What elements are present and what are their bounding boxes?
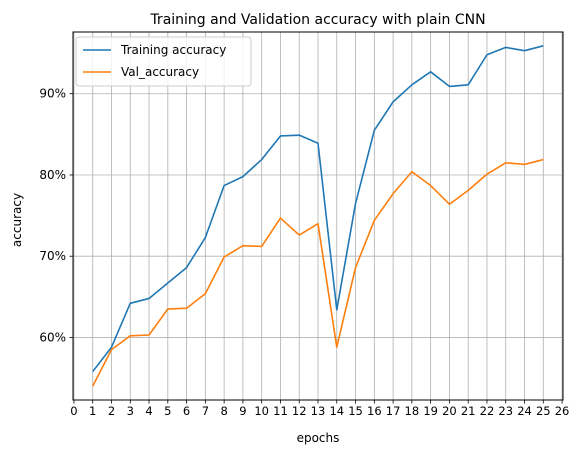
x-tick-label: 6 (183, 404, 190, 418)
chart-title: Training and Validation accuracy with pl… (149, 12, 485, 28)
x-tick-label: 1 (89, 404, 96, 418)
legend-label-training: Training accuracy (120, 43, 226, 57)
y-tick-label: 60% (39, 330, 66, 344)
x-tick-label: 12 (292, 404, 307, 418)
x-tick-label: 8 (220, 404, 227, 418)
x-tick-label: 21 (461, 404, 476, 418)
x-tick-label: 5 (164, 404, 171, 418)
x-tick-label: 10 (254, 404, 269, 418)
x-tick-label: 13 (311, 404, 326, 418)
x-tick-label: 2 (108, 404, 115, 418)
x-tick-label: 16 (367, 404, 382, 418)
x-tick-label: 15 (348, 404, 363, 418)
x-tick-label: 24 (517, 404, 532, 418)
legend-label-val: Val_accuracy (121, 65, 199, 79)
training-accuracy-line (92, 45, 544, 373)
legend: Training accuracy Val_accuracy (75, 36, 252, 87)
series-lines (91, 45, 544, 387)
x-tick-label: 7 (202, 404, 209, 418)
x-tick-label: 3 (127, 404, 134, 418)
x-tick-label: 17 (386, 404, 401, 418)
x-tick-label: 18 (405, 404, 420, 418)
y-axis-label: accuracy (10, 193, 24, 247)
legend-box (75, 36, 252, 87)
x-tick-label: 25 (536, 404, 551, 418)
axis-ticks: 0 1 2 3 4 5 6 7 8 9 10 11 12 13 14 15 16 17 18 19 20 21 22 23 24… (39, 87, 569, 418)
x-tick-label: 14 (329, 404, 344, 418)
x-tick-label: 19 (423, 404, 438, 418)
x-tick-label: 20 (442, 404, 457, 418)
grid-lines (73, 32, 563, 400)
x-tick-label: 22 (480, 404, 495, 418)
x-tick-label: 9 (239, 404, 246, 418)
x-axis-label: epochs (297, 431, 340, 445)
val-accuracy-line (91, 158, 544, 387)
x-tick-label: 11 (273, 404, 288, 418)
x-tick-label: 23 (498, 404, 513, 418)
y-tick-label: 80% (39, 168, 66, 182)
y-tick-label: 70% (39, 249, 66, 263)
x-tick-label: 4 (145, 404, 152, 418)
x-tick-label: 26 (555, 404, 570, 418)
y-tick-label: 90% (39, 87, 66, 101)
x-tick-label: 0 (70, 404, 77, 418)
